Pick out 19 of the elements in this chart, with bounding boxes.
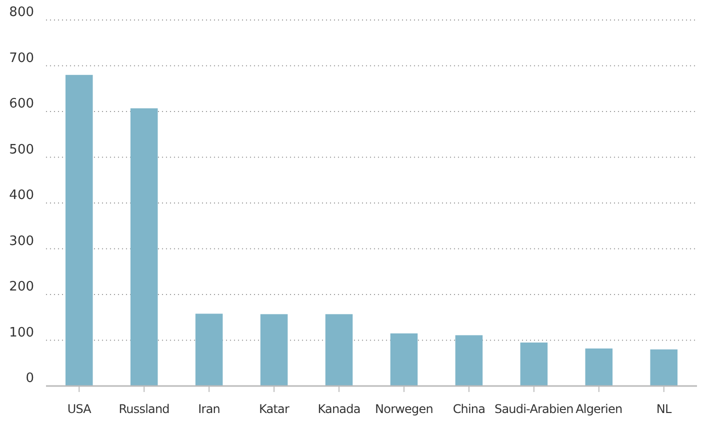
x-tick-label: Kanada [318,402,360,416]
x-tick-label: NL [656,402,672,416]
y-tick-label: 200 [9,280,34,294]
x-tick-label: Russland [118,402,170,416]
x-tick-label: Iran [198,402,220,416]
x-tick-label: Katar [259,402,290,416]
y-tick-label: 0 [26,371,34,386]
y-tick-label: 700 [9,50,34,66]
y-tick-label: 300 [9,234,34,249]
y-tick-label: 600 [9,96,34,112]
y-tick-label: 400 [9,188,34,203]
y-tick-label: 500 [9,142,34,158]
x-tick-label: USA [67,402,92,416]
y-tick-label: 800 [9,5,34,20]
x-tick-label: Saudi-Arabien [494,402,574,416]
y-tick-label: 100 [9,325,34,340]
x-tick-label: China [452,402,486,416]
x-tick-label: Norwegen [375,402,433,416]
x-tick-label: Algerien [576,402,622,416]
